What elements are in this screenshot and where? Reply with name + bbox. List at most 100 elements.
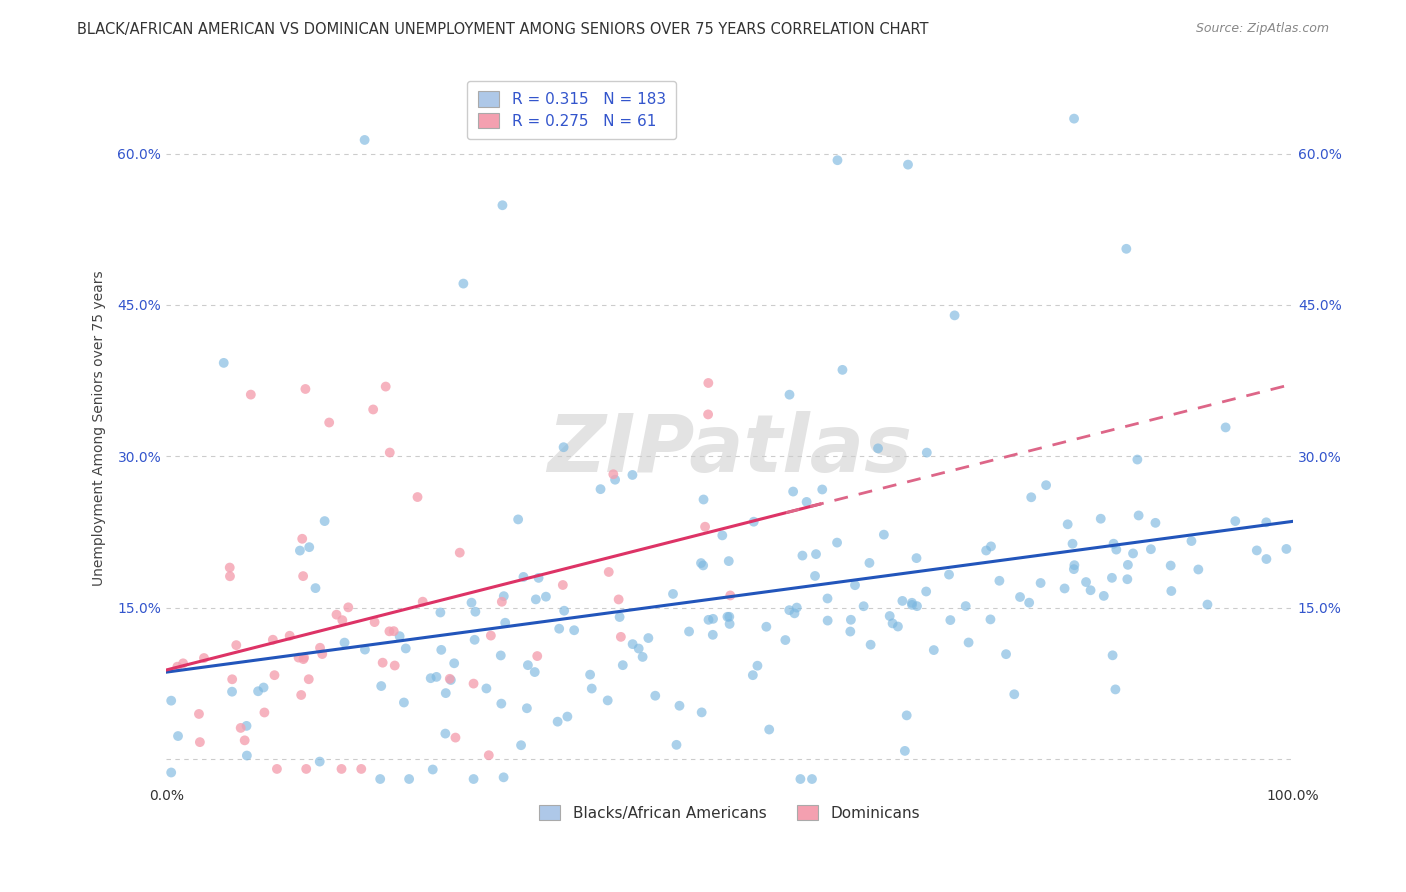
Point <box>891 594 914 608</box>
Point <box>1053 582 1076 596</box>
Point <box>406 490 429 504</box>
Point <box>665 738 688 752</box>
Point <box>489 648 512 663</box>
Point <box>388 629 411 643</box>
Point <box>444 731 467 745</box>
Point <box>553 440 575 454</box>
Point <box>492 589 515 603</box>
Point <box>1101 648 1123 663</box>
Point <box>692 492 714 507</box>
Point <box>371 656 394 670</box>
Point <box>221 684 243 698</box>
Point <box>690 556 713 570</box>
Point <box>492 770 515 784</box>
Point <box>607 592 630 607</box>
Point <box>292 650 315 665</box>
Point <box>1056 517 1078 532</box>
Point <box>166 659 188 673</box>
Point <box>337 600 360 615</box>
Point <box>419 671 441 685</box>
Point <box>1180 534 1202 549</box>
Point <box>783 607 806 621</box>
Point <box>717 554 740 568</box>
Point <box>1090 512 1112 526</box>
Point <box>1115 242 1137 256</box>
Point <box>508 512 530 526</box>
Point <box>1101 571 1123 585</box>
Point <box>852 599 875 614</box>
Point <box>758 723 780 737</box>
Point <box>361 402 384 417</box>
Point <box>1035 478 1057 492</box>
Point <box>160 693 183 707</box>
Point <box>796 495 818 509</box>
Text: Source: ZipAtlas.com: Source: ZipAtlas.com <box>1195 22 1329 36</box>
Point <box>392 696 415 710</box>
Point <box>702 628 724 642</box>
Point <box>378 445 401 459</box>
Point <box>1160 584 1182 599</box>
Point <box>1128 508 1150 523</box>
Point <box>662 587 685 601</box>
Point <box>526 648 548 663</box>
Point <box>368 772 391 786</box>
Point <box>995 647 1018 661</box>
Point <box>425 670 447 684</box>
Point <box>172 657 194 671</box>
Point <box>429 606 451 620</box>
Point <box>354 642 377 657</box>
Point <box>479 629 502 643</box>
Point <box>692 558 714 573</box>
Point <box>193 651 215 665</box>
Point <box>225 638 247 652</box>
Point <box>811 483 834 497</box>
Point <box>516 701 538 715</box>
Point <box>298 540 321 554</box>
Point <box>491 595 513 609</box>
Point <box>262 632 284 647</box>
Point <box>1122 546 1144 560</box>
Point <box>711 528 734 542</box>
Point <box>551 578 574 592</box>
Point <box>463 772 485 786</box>
Point <box>1246 543 1268 558</box>
Text: ZIPatlas: ZIPatlas <box>547 411 912 489</box>
Point <box>621 637 644 651</box>
Legend: Blacks/African Americans, Dominicans: Blacks/African Americans, Dominicans <box>530 796 929 830</box>
Point <box>278 629 301 643</box>
Point <box>896 708 918 723</box>
Point <box>491 697 513 711</box>
Point <box>547 714 569 729</box>
Point <box>718 616 741 631</box>
Point <box>702 612 724 626</box>
Point <box>786 600 808 615</box>
Point <box>804 547 827 561</box>
Point <box>464 605 486 619</box>
Point <box>598 565 620 579</box>
Point <box>218 560 240 574</box>
Point <box>905 551 928 566</box>
Point <box>460 596 482 610</box>
Point <box>1160 558 1182 573</box>
Point <box>434 726 457 740</box>
Point <box>221 673 243 687</box>
Point <box>901 596 924 610</box>
Point <box>979 612 1001 626</box>
Point <box>527 571 550 585</box>
Point <box>412 595 434 609</box>
Point <box>439 672 461 686</box>
Point <box>778 603 800 617</box>
Point <box>464 632 486 647</box>
Point <box>581 681 603 696</box>
Point <box>915 584 938 599</box>
Point <box>718 609 741 624</box>
Point <box>378 624 401 639</box>
Point <box>804 569 827 583</box>
Point <box>557 709 579 723</box>
Point <box>475 681 498 696</box>
Point <box>422 763 444 777</box>
Point <box>1116 558 1139 572</box>
Point <box>1102 537 1125 551</box>
Point <box>775 633 797 648</box>
Point <box>236 748 259 763</box>
